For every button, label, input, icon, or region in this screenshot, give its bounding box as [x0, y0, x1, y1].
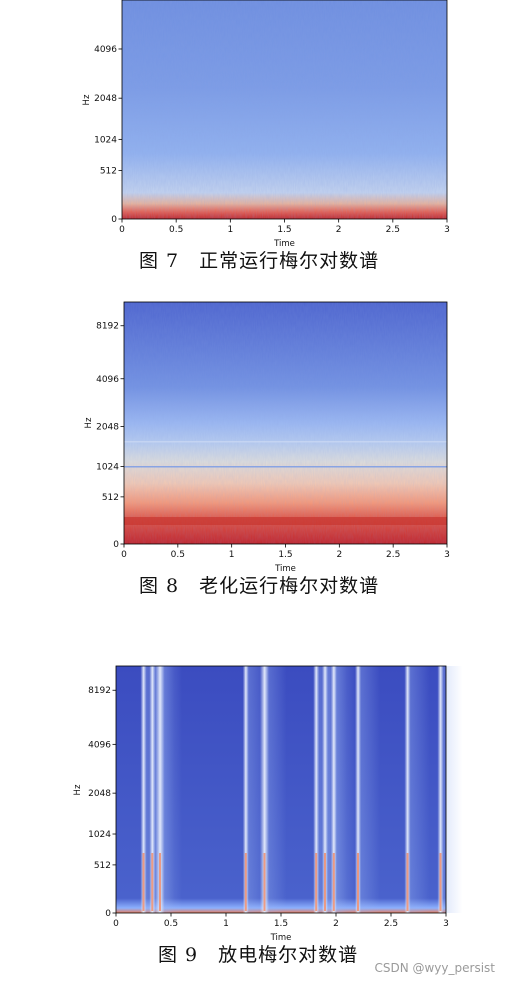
- x-tick-label: 0: [119, 225, 125, 235]
- y-tick-label: 2048: [96, 423, 119, 433]
- x-tick-label: 2.5: [386, 225, 400, 235]
- x-tick-label: 2: [336, 225, 342, 235]
- y-tick-label: 0: [111, 215, 117, 225]
- x-tick-label: 1.5: [277, 225, 291, 235]
- x-tick-label: 2.5: [384, 919, 398, 929]
- x-tick-label: 0.5: [169, 225, 183, 235]
- discharge-event-core: [324, 853, 326, 911]
- x-tick-label: 0: [113, 919, 119, 929]
- discharge-event-core: [439, 853, 442, 911]
- discharge-event: [313, 666, 320, 913]
- y-tick-label: 512: [100, 167, 117, 177]
- caption-figure-7: 图 7 正常运行梅尔对数谱: [139, 250, 380, 272]
- x-tick-label: 1: [229, 550, 235, 560]
- y-axis-normal: 0 512 1024 2048 4096: [94, 45, 122, 225]
- y-tick-label: 4096: [96, 375, 119, 385]
- spectrogram-normal-grain: [122, 0, 447, 219]
- x-tick-label: 0.5: [171, 550, 185, 560]
- discharge-event-tail: [160, 666, 182, 913]
- discharge-event-tail: [407, 666, 430, 913]
- spectrogram-normal: 0 0.5 1 1.5 2 2.5 3 0 512 1024 2048 4096 Time Hz: [82, 0, 450, 249]
- ylabel-aging: Hz: [84, 417, 94, 428]
- spectrogram-aging-line-1: [124, 441, 447, 443]
- xlabel-normal: Time: [273, 239, 295, 249]
- discharge-event-core: [406, 853, 409, 911]
- discharge-event-core: [159, 853, 161, 911]
- x-tick-label: 1.5: [274, 919, 288, 929]
- discharge-event: [155, 666, 165, 913]
- discharge-event-core: [357, 853, 359, 911]
- y-axis-aging: 0 512 1024 2048 4096 8192: [96, 322, 124, 550]
- y-tick-label: 4096: [94, 45, 117, 55]
- y-tick-label: 1024: [94, 135, 117, 145]
- y-tick-label: 8192: [96, 322, 119, 332]
- x-tick-label: 3: [444, 225, 450, 235]
- spectrogram-aging-line-2: [124, 466, 447, 468]
- y-axis-discharge: 0 512 1024 2048 4096 8192: [88, 686, 116, 919]
- discharge-event: [437, 666, 444, 913]
- x-axis-discharge: 0 0.5 1 1.5 2 2.5 3: [113, 913, 449, 929]
- y-tick-label: 0: [105, 909, 111, 919]
- y-tick-label: 4096: [88, 740, 111, 750]
- x-tick-label: 1: [227, 225, 233, 235]
- y-tick-label: 2048: [94, 94, 117, 104]
- x-tick-label: 3: [443, 919, 449, 929]
- discharge-event-core: [151, 853, 154, 911]
- discharge-event-tail: [333, 666, 356, 913]
- discharge-event: [140, 666, 147, 913]
- discharge-event-core: [244, 853, 247, 911]
- discharge-event-tail: [440, 666, 463, 913]
- discharge-event-core: [315, 853, 318, 911]
- x-tick-label: 0: [121, 550, 127, 560]
- discharge-event: [355, 666, 361, 913]
- discharge-event-core: [332, 853, 335, 911]
- y-tick-label: 1024: [96, 463, 119, 473]
- y-tick-label: 2048: [88, 789, 111, 799]
- discharge-event-core: [142, 853, 145, 911]
- discharge-event-tail: [358, 666, 380, 913]
- y-tick-label: 8192: [88, 686, 111, 696]
- y-tick-label: 1024: [88, 830, 111, 840]
- discharge-event: [404, 666, 411, 913]
- x-tick-label: 2.5: [386, 550, 400, 560]
- discharge-event: [322, 666, 328, 913]
- x-tick-label: 1: [223, 919, 229, 929]
- x-axis-aging: 0 0.5 1 1.5 2 2.5 3: [121, 544, 450, 560]
- x-tick-label: 2: [336, 550, 342, 560]
- caption-figure-8: 图 8 老化运行梅尔对数谱: [139, 575, 380, 597]
- x-tick-label: 1.5: [278, 550, 292, 560]
- y-tick-label: 0: [113, 540, 119, 550]
- discharge-event-tail: [264, 666, 287, 913]
- caption-figure-9: 图 9 放电梅尔对数谱: [158, 944, 359, 966]
- ylabel-normal: Hz: [82, 94, 92, 105]
- x-tick-label: 2: [333, 919, 339, 929]
- discharge-event-core: [263, 853, 266, 911]
- xlabel-discharge: Time: [270, 933, 292, 943]
- x-tick-label: 3: [444, 550, 450, 560]
- ylabel-discharge: Hz: [73, 784, 83, 795]
- y-tick-label: 512: [102, 493, 119, 503]
- discharge-event: [260, 666, 269, 913]
- discharge-event: [242, 666, 249, 913]
- discharge-event: [149, 666, 156, 913]
- x-axis-normal: 0 0.5 1 1.5 2 2.5 3: [119, 219, 450, 235]
- spectrogram-aging-grain: [124, 302, 447, 544]
- discharge-events: [140, 666, 463, 913]
- xlabel-aging: Time: [274, 564, 296, 574]
- discharge-event: [330, 666, 337, 913]
- y-tick-label: 512: [94, 861, 111, 871]
- spectrogram-aging-band: [124, 517, 447, 525]
- x-tick-label: 0.5: [164, 919, 178, 929]
- watermark: CSDN @wyy_persist: [374, 961, 495, 975]
